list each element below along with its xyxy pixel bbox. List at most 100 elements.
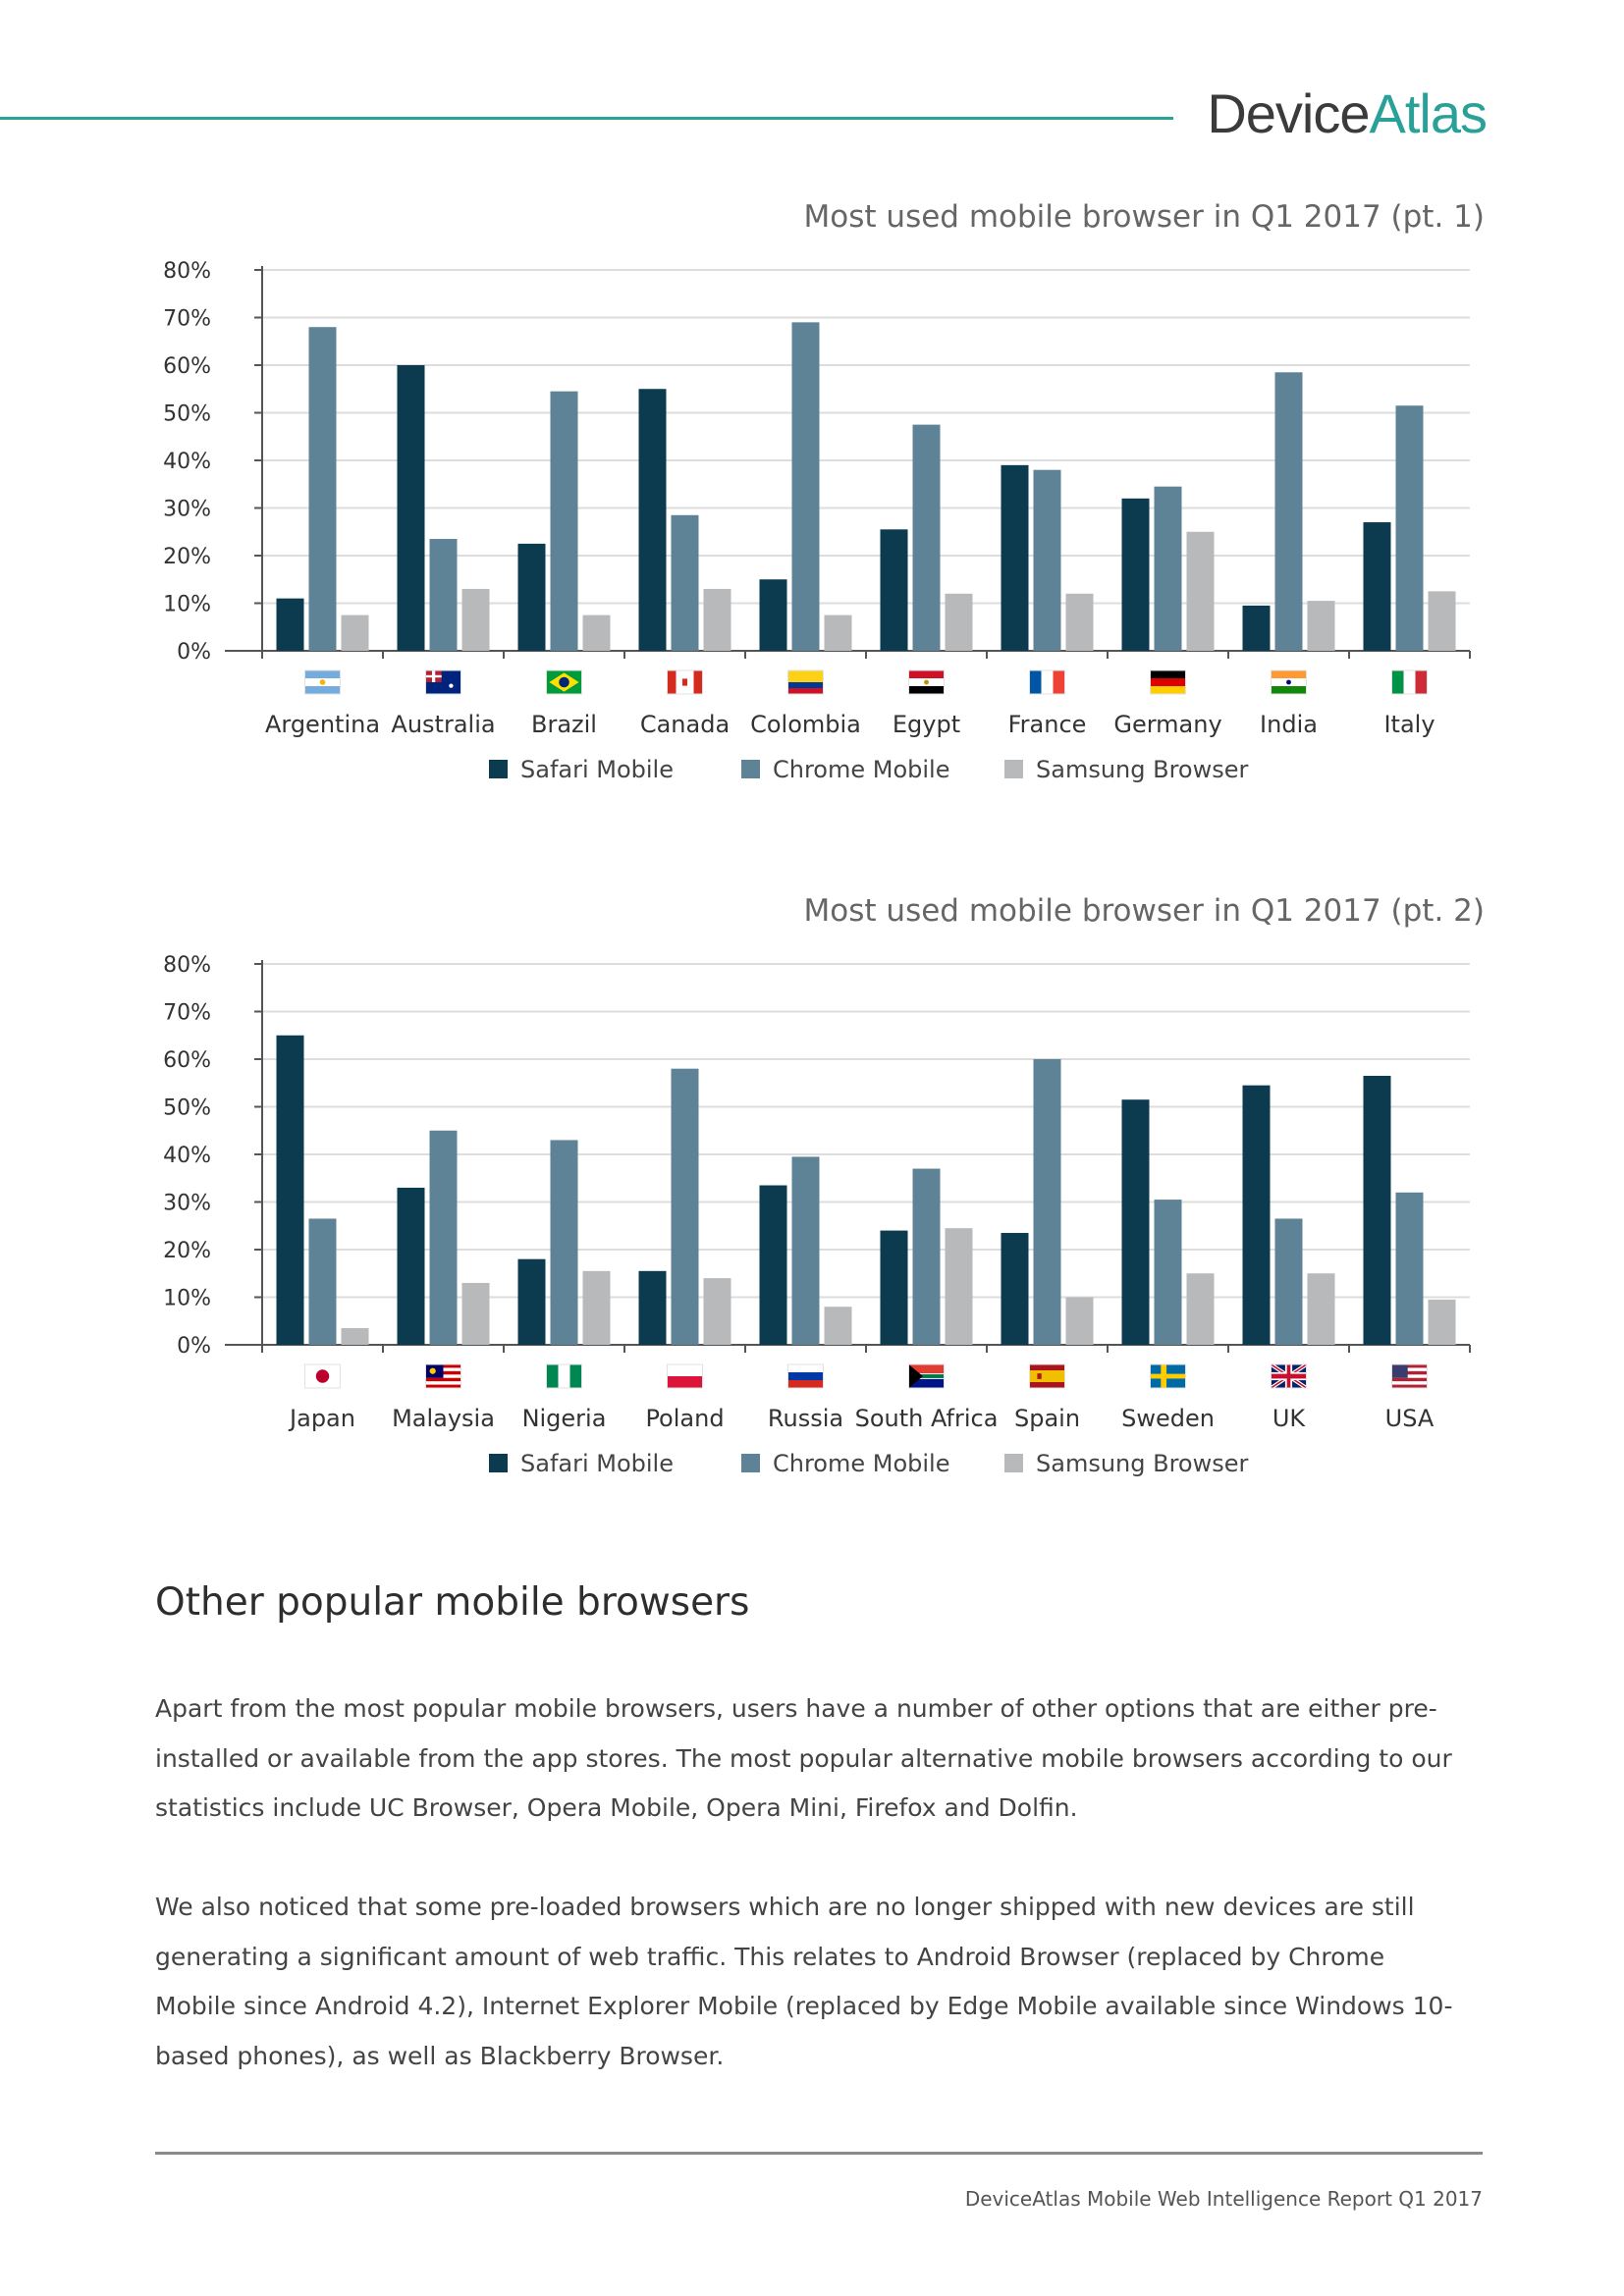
usa-flag-icon [1391, 1363, 1428, 1389]
bar-uk-samsung-browser [1307, 1273, 1335, 1345]
bar-france-chrome-mobile [1033, 469, 1061, 651]
legend-swatch-safari-mobile [489, 1454, 508, 1472]
bar-germany-chrome-mobile [1154, 486, 1182, 651]
bar-argentina-safari-mobile [276, 598, 304, 651]
legend-swatch-samsung-browser [1004, 760, 1023, 778]
x-tick-label: Spain [1014, 1405, 1080, 1432]
bar-south-africa-chrome-mobile [912, 1168, 941, 1345]
bar-south-africa-safari-mobile [880, 1230, 908, 1345]
series-safari-mobile [276, 365, 1391, 651]
x-tick-label: Japan [288, 1405, 355, 1432]
bar-malaysia-chrome-mobile [429, 1130, 458, 1345]
bar-colombia-chrome-mobile [791, 322, 820, 651]
x-axis-categories: Japan Malaysia Nigeria Poland Russia South Af… [288, 1362, 1435, 1432]
germany-flag-icon [1150, 669, 1186, 695]
y-tick-label: 20% [163, 1239, 211, 1263]
y-tick-label: 30% [163, 1192, 211, 1216]
legend-label: Samsung Browser [1036, 1450, 1248, 1477]
south-africa-flag-icon [908, 1363, 945, 1389]
bar-italy-chrome-mobile [1395, 405, 1424, 651]
x-tick-label: Malaysia [392, 1405, 495, 1432]
series-samsung-browser [341, 1228, 1456, 1345]
bar-malaysia-samsung-browser [461, 1282, 490, 1345]
russia-flag-icon [787, 1363, 824, 1389]
legend-label: Safari Mobile [520, 756, 674, 783]
bar-usa-safari-mobile [1363, 1075, 1391, 1345]
legend: Safari Mobile Chrome Mobile Samsung Browse… [489, 756, 1248, 783]
chart-2-title: Most used mobile browser in Q1 2017 (pt.… [803, 893, 1485, 929]
x-tick-label: Colombia [750, 711, 861, 738]
bar-usa-samsung-browser [1428, 1299, 1456, 1345]
paragraph-2: We also noticed that some pre-loaded bro… [155, 1893, 1453, 2070]
y-tick-label: 20% [163, 545, 211, 569]
bar-japan-samsung-browser [341, 1328, 369, 1345]
bar-italy-samsung-browser [1428, 591, 1456, 651]
legend: Safari Mobile Chrome Mobile Samsung Browse… [489, 1450, 1248, 1477]
y-tick-label: 10% [163, 1287, 211, 1311]
x-tick-label: Poland [645, 1405, 724, 1432]
y-tick-label: 70% [163, 1001, 211, 1026]
bar-brazil-chrome-mobile [550, 391, 578, 651]
bar-egypt-safari-mobile [880, 529, 908, 651]
bar-russia-safari-mobile [759, 1185, 787, 1345]
header-rule [0, 117, 1173, 120]
y-tick-label: 10% [163, 593, 211, 617]
italy-flag-icon [1391, 669, 1428, 695]
x-tick-label: Italy [1383, 711, 1435, 738]
bar-argentina-samsung-browser [341, 614, 369, 651]
bar-australia-chrome-mobile [429, 539, 458, 651]
chart-1: 0% 10% 20% 30% 40% 50% 60% 70% 80% Argentina Austr… [163, 259, 1471, 783]
y-axis-tick-labels: 0% 10% 20% 30% 40% 50% 60% 70% 80% [163, 953, 211, 1359]
malaysia-flag-icon [425, 1363, 461, 1389]
brazil-flag-icon [546, 669, 582, 695]
bar-canada-chrome-mobile [671, 514, 699, 651]
india-flag-icon [1271, 669, 1307, 695]
legend-label: Chrome Mobile [773, 1450, 950, 1477]
x-tick-label: South Africa [855, 1405, 999, 1432]
chart-2: 0% 10% 20% 30% 40% 50% 60% 70% 80% Japan Malaysia N… [163, 953, 1471, 1477]
australia-flag-icon [425, 669, 461, 695]
x-tick-label: Canada [640, 711, 730, 738]
y-tick-label: 40% [163, 1144, 211, 1168]
bar-egypt-chrome-mobile [912, 424, 941, 651]
bar-canada-samsung-browser [703, 588, 731, 651]
footer-rule [155, 2152, 1483, 2155]
legend-label: Chrome Mobile [773, 756, 950, 783]
bar-russia-samsung-browser [824, 1307, 852, 1345]
y-axis-tick-labels: 0% 10% 20% 30% 40% 50% 60% 70% 80% [163, 259, 211, 665]
y-tick-label: 0% [177, 640, 211, 665]
japan-flag-icon [304, 1363, 341, 1389]
y-tick-label: 60% [163, 1048, 211, 1073]
x-tick-label: France [1008, 711, 1087, 738]
sweden-flag-icon [1150, 1363, 1186, 1389]
x-tick-label: UK [1272, 1405, 1307, 1432]
bar-poland-chrome-mobile [671, 1068, 699, 1345]
legend-swatch-samsung-browser [1004, 1454, 1023, 1472]
poland-flag-icon [667, 1363, 703, 1389]
x-tick-label: India [1260, 711, 1318, 738]
nigeria-flag-icon [546, 1363, 582, 1389]
y-tick-label: 0% [177, 1334, 211, 1359]
bar-nigeria-samsung-browser [582, 1270, 611, 1345]
y-tick-label: 80% [163, 259, 211, 284]
bar-japan-chrome-mobile [308, 1218, 337, 1345]
legend-label: Samsung Browser [1036, 756, 1248, 783]
logo-part-atlas: Atlas [1369, 82, 1488, 144]
chart-1-title: Most used mobile browser in Q1 2017 (pt.… [803, 199, 1485, 235]
colombia-flag-icon [787, 669, 824, 695]
bar-india-chrome-mobile [1274, 372, 1303, 651]
egypt-flag-icon [908, 669, 945, 695]
x-tick-label: Nigeria [522, 1405, 607, 1432]
x-axis-ticks [261, 651, 1471, 659]
bar-sweden-chrome-mobile [1154, 1200, 1182, 1345]
bar-poland-samsung-browser [703, 1278, 731, 1345]
x-tick-label: Argentina [265, 711, 380, 738]
y-tick-label: 40% [163, 450, 211, 474]
bar-colombia-safari-mobile [759, 579, 787, 651]
bar-argentina-chrome-mobile [308, 327, 337, 651]
bar-uk-safari-mobile [1242, 1085, 1271, 1345]
bar-sweden-safari-mobile [1121, 1099, 1150, 1345]
bar-germany-samsung-browser [1186, 531, 1215, 651]
bar-nigeria-safari-mobile [517, 1258, 546, 1345]
x-tick-label: Brazil [531, 711, 597, 738]
